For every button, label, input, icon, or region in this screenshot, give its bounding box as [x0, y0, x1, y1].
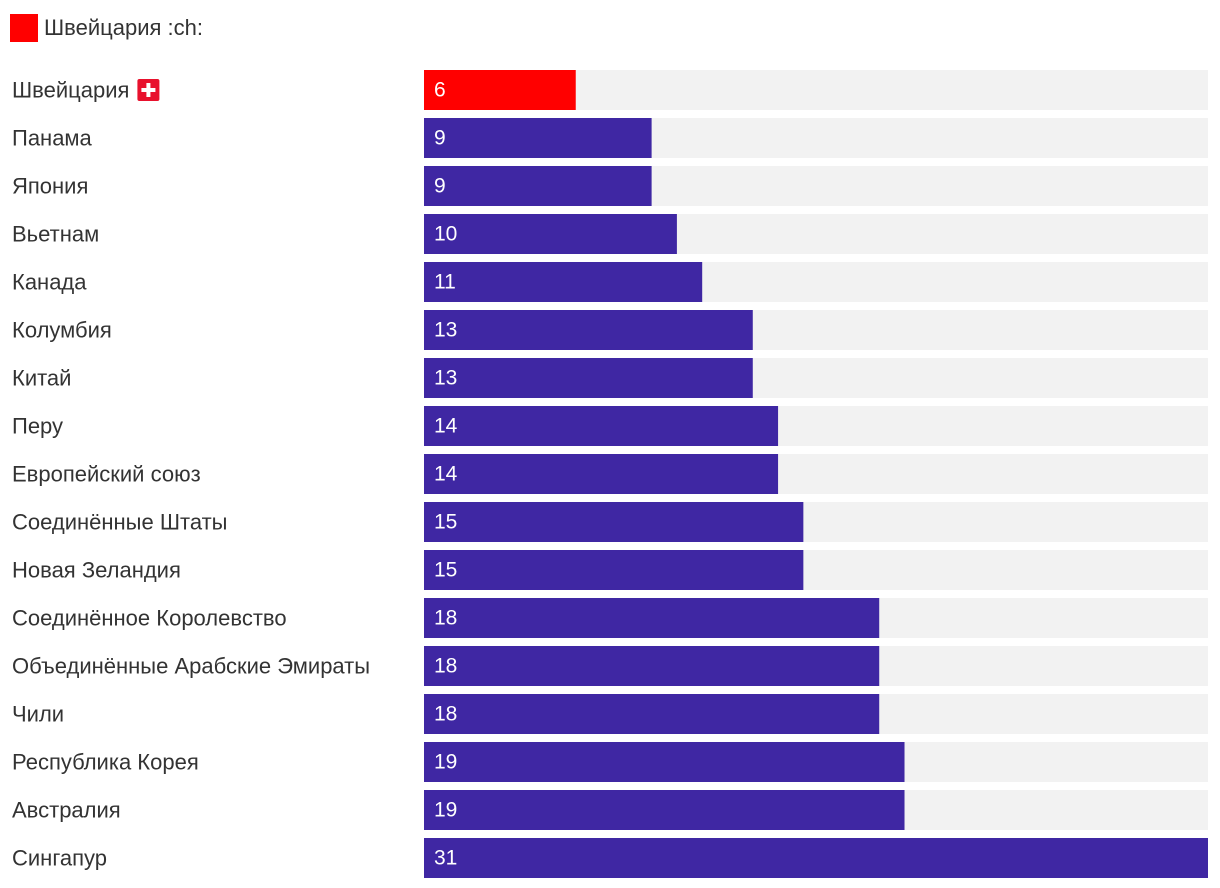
bar [424, 838, 1208, 878]
legend-swatch [10, 14, 38, 42]
category-label: Швейцария [12, 78, 129, 103]
category-label: Вьетнам [12, 222, 99, 247]
bar [424, 262, 703, 302]
bar [424, 742, 905, 782]
category-label: Соединённые Штаты [12, 510, 227, 535]
category-label: Перу [12, 414, 63, 439]
bar [424, 646, 880, 686]
bar [424, 166, 652, 206]
category-label: Панама [12, 126, 93, 151]
value-label: 10 [434, 223, 457, 246]
value-label: 15 [434, 511, 457, 534]
legend-label: Швейцария :ch: [44, 15, 203, 40]
value-label: 15 [434, 559, 457, 582]
category-label: Канада [12, 270, 87, 295]
value-label: 18 [434, 607, 457, 630]
value-label: 19 [434, 799, 457, 822]
bar [424, 70, 576, 110]
category-label: Колумбия [12, 318, 112, 343]
category-label: Объединённые Арабские Эмираты [12, 654, 370, 679]
category-label: Япония [12, 174, 88, 199]
category-label: Китай [12, 366, 71, 391]
value-label: 9 [434, 127, 446, 150]
category-label: Республика Корея [12, 750, 199, 775]
value-label: 11 [434, 271, 456, 294]
value-label: 18 [434, 655, 457, 678]
category-label: Новая Зеландия [12, 558, 181, 583]
category-label: Европейский союз [12, 462, 201, 487]
bar [424, 550, 804, 590]
bar [424, 694, 880, 734]
category-label: Австралия [12, 798, 121, 823]
value-label: 14 [434, 415, 458, 438]
swiss-flag-icon [137, 79, 160, 101]
value-label: 31 [434, 847, 457, 870]
bar [424, 454, 779, 494]
bar [424, 502, 804, 542]
bar [424, 598, 880, 638]
category-label: Соединённое Королевство [12, 606, 287, 631]
legend: Швейцария :ch: [10, 14, 203, 42]
bar [424, 406, 779, 446]
bar [424, 214, 677, 254]
value-label: 6 [434, 79, 446, 102]
category-label: Чили [12, 702, 64, 727]
value-label: 19 [434, 751, 457, 774]
bar [424, 118, 652, 158]
value-label: 13 [434, 367, 457, 390]
value-label: 18 [434, 703, 457, 726]
category-label: Сингапур [12, 846, 107, 871]
bar [424, 310, 753, 350]
bar [424, 358, 753, 398]
value-label: 14 [434, 463, 458, 486]
value-label: 9 [434, 175, 446, 198]
value-label: 13 [434, 319, 457, 342]
bar [424, 790, 905, 830]
